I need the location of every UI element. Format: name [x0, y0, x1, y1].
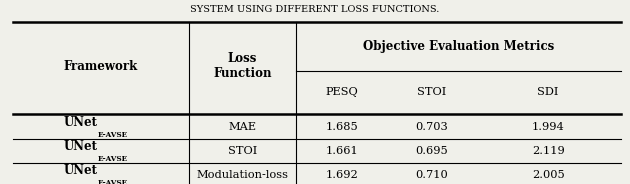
- Text: 2.119: 2.119: [532, 146, 564, 156]
- Text: E-AVSE: E-AVSE: [98, 179, 128, 184]
- Text: 1.994: 1.994: [532, 121, 564, 132]
- Text: PESQ: PESQ: [326, 87, 358, 98]
- Text: STOI: STOI: [228, 146, 257, 156]
- Text: UNet: UNet: [64, 140, 98, 153]
- Text: Modulation-loss: Modulation-loss: [197, 170, 289, 180]
- Text: E-AVSE: E-AVSE: [98, 131, 128, 139]
- Text: Framework: Framework: [64, 60, 138, 73]
- Text: 1.685: 1.685: [326, 121, 358, 132]
- Text: 2.005: 2.005: [532, 170, 564, 180]
- Text: SDI: SDI: [537, 87, 559, 98]
- Text: UNet: UNet: [64, 116, 98, 129]
- Text: SYSTEM USING DIFFERENT LOSS FUNCTIONS.: SYSTEM USING DIFFERENT LOSS FUNCTIONS.: [190, 5, 440, 14]
- Text: 1.692: 1.692: [326, 170, 358, 180]
- Text: Loss
Function: Loss Function: [214, 52, 272, 80]
- Text: MAE: MAE: [229, 121, 256, 132]
- Text: Objective Evaluation Metrics: Objective Evaluation Metrics: [363, 40, 554, 53]
- Text: 0.695: 0.695: [415, 146, 448, 156]
- Text: UNet: UNet: [64, 164, 98, 177]
- Text: 0.703: 0.703: [415, 121, 448, 132]
- Text: E-AVSE: E-AVSE: [98, 155, 128, 163]
- Text: 1.661: 1.661: [326, 146, 358, 156]
- Text: STOI: STOI: [417, 87, 446, 98]
- Text: 0.710: 0.710: [415, 170, 448, 180]
